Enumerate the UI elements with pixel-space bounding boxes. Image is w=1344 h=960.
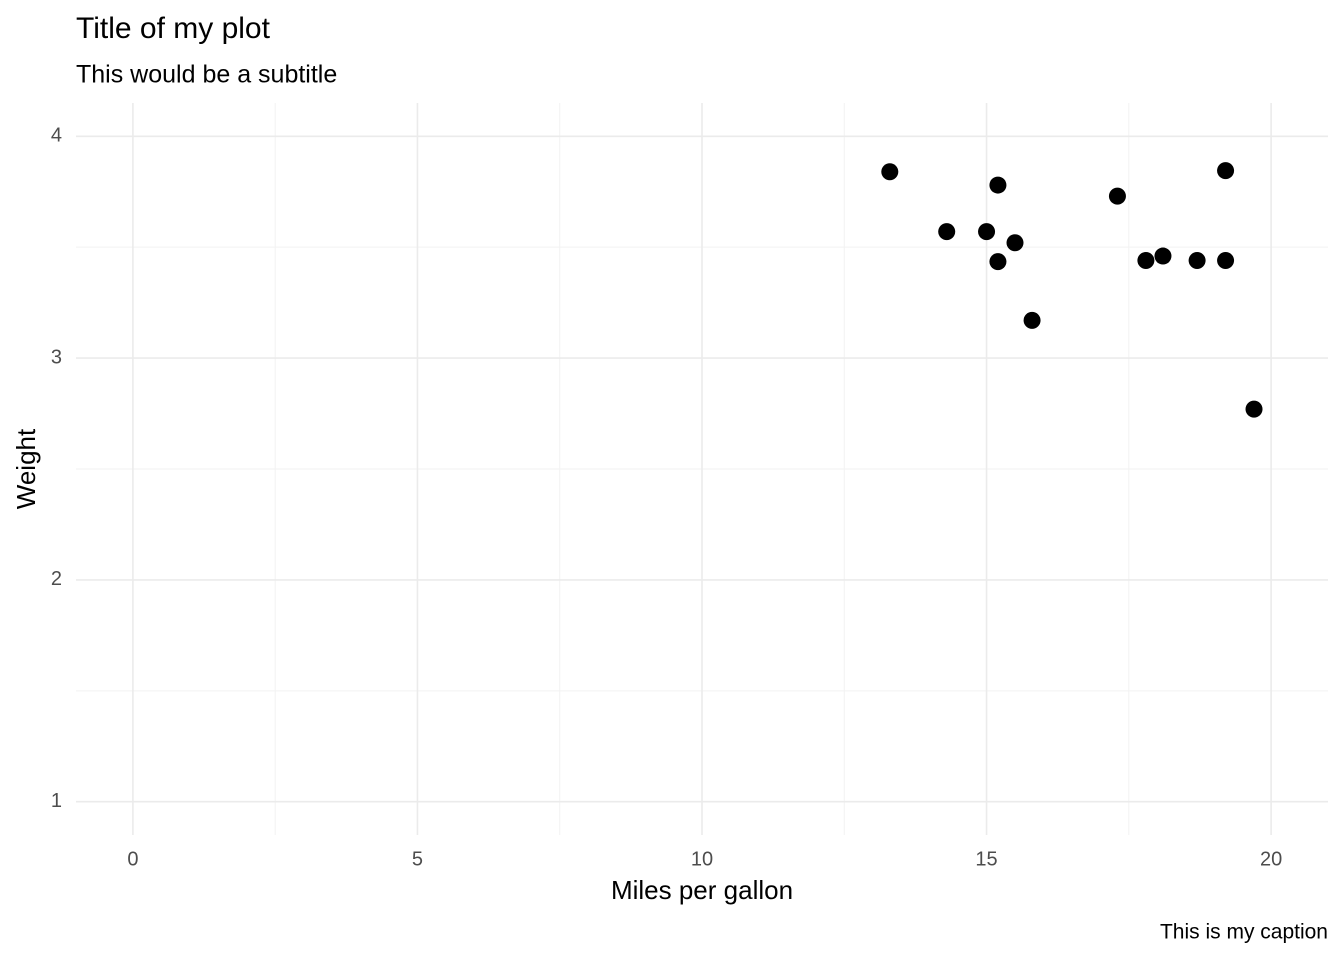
y-tick-label: 3 (51, 346, 62, 368)
point (938, 223, 956, 241)
point (1217, 251, 1235, 269)
point (1217, 162, 1235, 180)
y-tick-label: 1 (51, 790, 62, 812)
point (1023, 311, 1041, 329)
point (1137, 251, 1155, 269)
y-tick-label: 2 (51, 568, 62, 590)
x-tick-label: 0 (127, 848, 138, 870)
point (1154, 247, 1172, 265)
point (881, 163, 899, 181)
point (1006, 234, 1024, 252)
point (989, 176, 1007, 194)
x-tick-label: 10 (691, 848, 713, 870)
caption: This is my caption (1160, 921, 1328, 944)
point (1245, 400, 1263, 418)
point (1188, 251, 1206, 269)
x-tick-label: 5 (412, 848, 423, 870)
x-axis-label: Miles per gallon (611, 875, 793, 905)
chart-title: Title of my plot (76, 12, 271, 45)
y-tick-label: 4 (51, 125, 62, 147)
chart-subtitle: This would be a subtitle (76, 61, 337, 89)
y-axis-label: Weight (11, 428, 41, 509)
point (978, 223, 996, 241)
point (1108, 187, 1126, 205)
x-tick-label: 15 (975, 848, 997, 870)
x-tick-label: 20 (1260, 848, 1282, 870)
point (989, 253, 1007, 271)
